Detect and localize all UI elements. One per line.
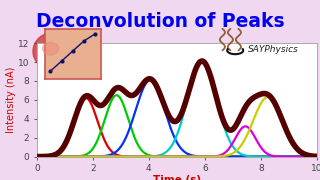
Text: SAYPhysics: SAYPhysics xyxy=(248,45,299,54)
Y-axis label: Intensity (nA): Intensity (nA) xyxy=(6,67,16,133)
Text: Deconvolution of Peaks: Deconvolution of Peaks xyxy=(36,12,284,31)
X-axis label: Time (s): Time (s) xyxy=(153,175,201,180)
